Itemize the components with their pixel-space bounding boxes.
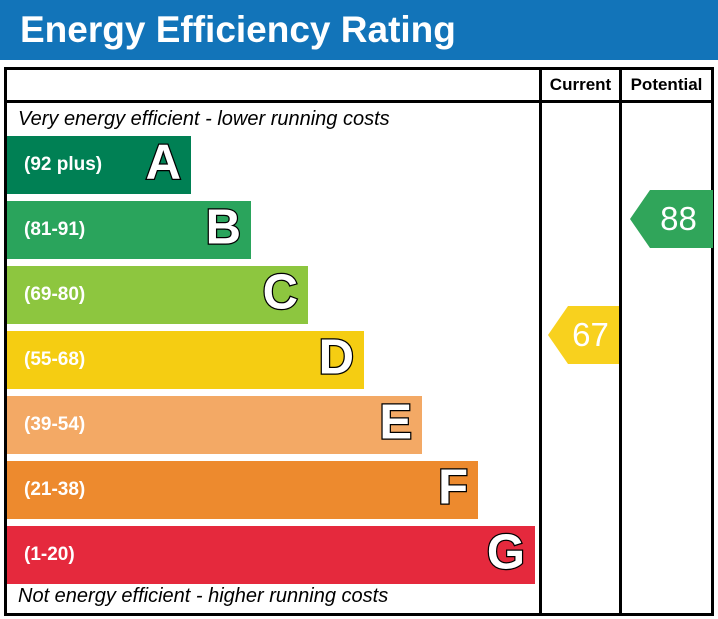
band-row-C: (69-80) C	[7, 266, 308, 324]
band-range-label: (39-54)	[24, 414, 86, 435]
band-letter: C	[261, 265, 299, 320]
band-letter: F	[437, 460, 469, 515]
band-row-A: (92 plus) A	[7, 136, 191, 194]
band-letter: G	[486, 525, 527, 580]
title-bar: Energy Efficiency Rating	[0, 0, 718, 60]
column-header-potential: Potential	[630, 75, 703, 94]
band-range-label: (21-38)	[24, 479, 86, 500]
potential-rating-arrow: 88	[630, 190, 713, 248]
band-range-label: (1-20)	[24, 544, 75, 565]
bottom-note: Not energy efficient - higher running co…	[18, 585, 389, 607]
current-rating-value: 67	[572, 316, 609, 353]
potential-column-divider	[619, 70, 622, 613]
current-rating-arrow: 67	[548, 306, 619, 364]
band-letter: E	[378, 395, 413, 450]
band-row-D: (55-68) D	[7, 331, 364, 389]
band-range-label: (81-91)	[24, 219, 86, 240]
band-range-label: (69-80)	[24, 284, 86, 305]
header-divider-line	[7, 100, 711, 103]
band-letter: D	[317, 330, 355, 385]
band-range-label: (92 plus)	[24, 154, 103, 175]
rating-table: Current Potential Very energy efficient …	[4, 67, 714, 616]
band-range-label: (55-68)	[24, 349, 86, 370]
band-row-G: (1-20) G	[7, 526, 535, 584]
band-letter: B	[204, 200, 242, 255]
band-letter: A	[144, 135, 182, 190]
band-row-B: (81-91) B	[7, 201, 251, 259]
page-title: Energy Efficiency Rating	[20, 9, 456, 50]
column-header-current: Current	[549, 75, 612, 94]
band-row-E: (39-54) E	[7, 396, 422, 454]
band-row-F: (21-38) F	[7, 461, 478, 519]
top-note: Very energy efficient - lower running co…	[18, 108, 390, 130]
potential-rating-value: 88	[660, 200, 697, 237]
current-column-divider	[539, 70, 542, 613]
